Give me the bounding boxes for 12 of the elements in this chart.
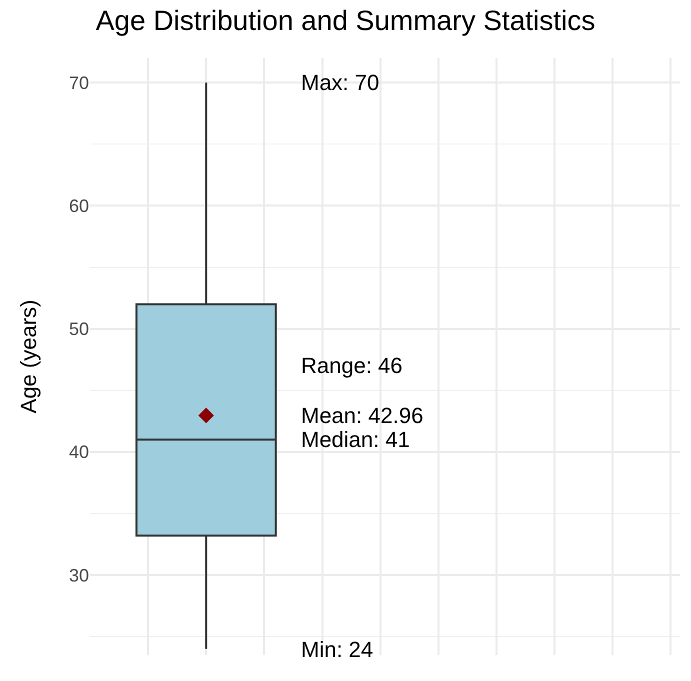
- annotation: Min: 24: [301, 637, 374, 662]
- y-tick-label: 70: [68, 72, 89, 93]
- y-tick-label: 30: [68, 565, 89, 586]
- annotation: Max: 70: [301, 70, 380, 95]
- annotation: Median: 41: [301, 427, 410, 452]
- y-tick-label: 60: [68, 196, 89, 216]
- chart-title: Age Distribution and Summary Statistics: [96, 4, 596, 36]
- y-tick-label: 40: [68, 442, 89, 462]
- annotation: Mean: 42.96: [301, 403, 424, 428]
- y-axis-title: Age (years): [16, 300, 41, 414]
- annotation: Range: 46: [301, 353, 403, 378]
- y-tick-label: 50: [68, 319, 89, 340]
